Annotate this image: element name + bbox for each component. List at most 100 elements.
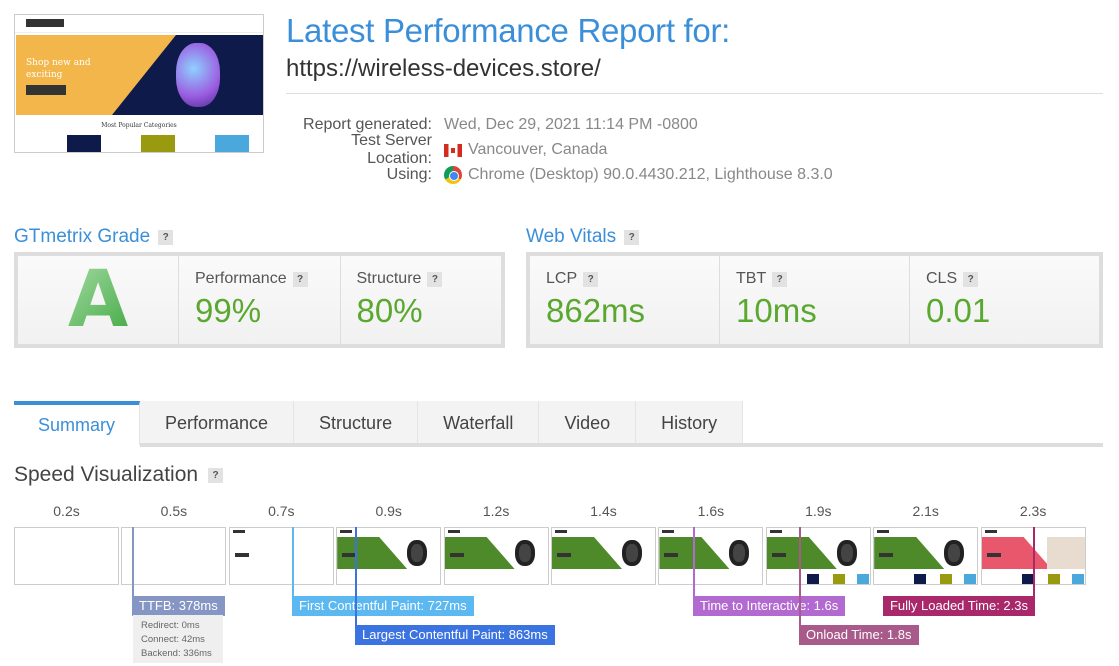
filmstrip-frame[interactable] — [873, 527, 979, 585]
filmstrip-frame[interactable] — [443, 527, 549, 585]
metric-label: LCP — [546, 270, 578, 287]
tab-underline — [140, 443, 1103, 447]
filmstrip-frame[interactable] — [336, 527, 442, 585]
thumb-logo — [26, 19, 64, 27]
info-value: Chrome (Desktop) 90.0.4430.212, Lighthou… — [468, 166, 833, 183]
frame-button — [557, 553, 571, 557]
filmstrip-frame[interactable] — [658, 527, 764, 585]
frame-time: 0.7s — [268, 503, 295, 519]
thumb-tile — [215, 135, 249, 152]
filmstrip-frame[interactable] — [14, 527, 119, 585]
headphones-image — [944, 540, 965, 566]
frame-tile — [1071, 574, 1084, 584]
gtmetrix-grade-panel: A Performance? 99% Structure? 80% — [14, 252, 505, 348]
grade-letter: A — [18, 255, 178, 345]
structure-score: Structure? 80% — [340, 256, 501, 344]
info-using: Using: Chrome (Desktop) 90.0.4430.212, L… — [286, 164, 1106, 186]
page-screenshot-thumbnail[interactable]: Shop new and exciting Most Popular Categ… — [14, 14, 264, 153]
ttfb-backend: Backend: 336ms — [141, 648, 212, 659]
cls-metric: CLS? 0.01 — [910, 256, 1099, 344]
headphones-image — [729, 540, 750, 566]
help-icon[interactable]: ? — [963, 271, 979, 287]
filmstrip-frame[interactable] — [121, 527, 227, 585]
section-title: Speed Visualization — [14, 463, 199, 486]
headphones-image — [622, 540, 642, 566]
help-icon[interactable]: ? — [427, 271, 443, 287]
frame-hero-image — [1046, 537, 1085, 569]
info-report-generated: Report generated: Wed, Dec 29, 2021 11:1… — [286, 114, 1106, 136]
metric-value: 80% — [356, 292, 423, 329]
gtmetrix-grade-heading: GTmetrix Grade? — [14, 226, 174, 248]
tti-marker-label: Time to Interactive: 1.6s — [693, 596, 846, 616]
ttfb-breakdown: Redirect: 0ms Connect: 42ms Backend: 336… — [133, 615, 223, 663]
info-value: Vancouver, Canada — [468, 141, 608, 158]
tab-video[interactable]: Video — [539, 401, 637, 445]
headphones-image — [836, 540, 857, 566]
lcp-marker-line — [355, 527, 357, 626]
thumb-section-title: Most Popular Categories — [101, 122, 177, 129]
frame-tile — [1047, 574, 1060, 584]
ttfb-marker-line — [132, 527, 134, 597]
info-label: Test Server Location: — [351, 132, 432, 167]
fcp-marker-label: First Contentful Paint: 727ms — [292, 596, 474, 616]
canada-flag-icon — [444, 143, 462, 157]
speed-visualization-heading: Speed Visualization? — [14, 463, 224, 487]
metric-value: 10ms — [736, 292, 817, 329]
metric-label: Structure — [356, 270, 422, 287]
section-title: Web Vitals — [526, 226, 617, 247]
frame-logo — [555, 530, 567, 533]
frame-tile — [940, 574, 953, 584]
help-icon[interactable]: ? — [208, 467, 224, 483]
tab-performance[interactable]: Performance — [140, 401, 295, 445]
ttfb-redirect: Redirect: 0ms — [141, 620, 200, 631]
frame-logo — [340, 530, 353, 533]
tab-waterfall[interactable]: Waterfall — [418, 401, 540, 445]
ttfb-connect: Connect: 42ms — [141, 634, 205, 645]
thumb-hero: Shop new and exciting — [16, 35, 263, 115]
help-icon[interactable]: ? — [772, 271, 788, 287]
frame-tile — [832, 574, 845, 584]
frame-logo — [769, 530, 782, 533]
frame-time: 0.5s — [160, 503, 188, 519]
frame-button — [879, 553, 894, 557]
headphones-image — [407, 540, 428, 566]
frame-logo — [447, 530, 460, 533]
filmstrip-frame[interactable] — [551, 527, 656, 585]
onload-marker-line — [799, 527, 801, 626]
tti-marker-line — [693, 527, 695, 597]
onload-marker-label: Onload Time: 1.8s — [799, 625, 919, 645]
tab-history[interactable]: History — [636, 401, 744, 445]
filmstrip-frame[interactable] — [228, 527, 334, 585]
frame-logo — [984, 530, 997, 533]
thumb-hero-button — [26, 85, 66, 95]
web-vitals-heading: Web Vitals? — [526, 226, 640, 248]
tab-structure[interactable]: Structure — [294, 401, 419, 445]
report-url[interactable]: https://wireless-devices.store/ — [286, 55, 601, 82]
frame-time: 0.2s — [53, 503, 80, 519]
frame-time: 0.9s — [375, 503, 402, 519]
frame-logo — [662, 530, 675, 533]
info-label: Using: — [386, 166, 432, 183]
help-icon[interactable]: ? — [624, 229, 640, 245]
tab-summary[interactable]: Summary — [14, 401, 140, 445]
info-label: Report generated: — [303, 116, 432, 133]
headphones-image — [514, 540, 535, 566]
lcp-marker-label: Largest Contentful Paint: 863ms — [355, 625, 555, 645]
frame-tile — [856, 574, 869, 584]
performance-score: Performance? 99% — [179, 256, 340, 344]
frame-button — [449, 553, 464, 557]
thumb-hero-image — [176, 43, 220, 107]
metric-value: 99% — [195, 292, 262, 329]
frame-time: 1.2s — [482, 503, 510, 519]
help-icon[interactable]: ? — [292, 271, 308, 287]
frame-tile — [964, 574, 977, 584]
thumb-tile — [67, 135, 101, 152]
ttfb-marker-label: TTFB: 378ms — [132, 596, 225, 616]
help-icon[interactable]: ? — [583, 271, 599, 287]
filmstrip-frame[interactable] — [765, 527, 871, 585]
help-icon[interactable]: ? — [158, 229, 174, 245]
frame-time: 1.6s — [697, 503, 725, 519]
frame-time: 1.4s — [590, 503, 617, 519]
chrome-icon — [444, 166, 462, 184]
lcp-metric: LCP? 862ms — [530, 256, 719, 344]
